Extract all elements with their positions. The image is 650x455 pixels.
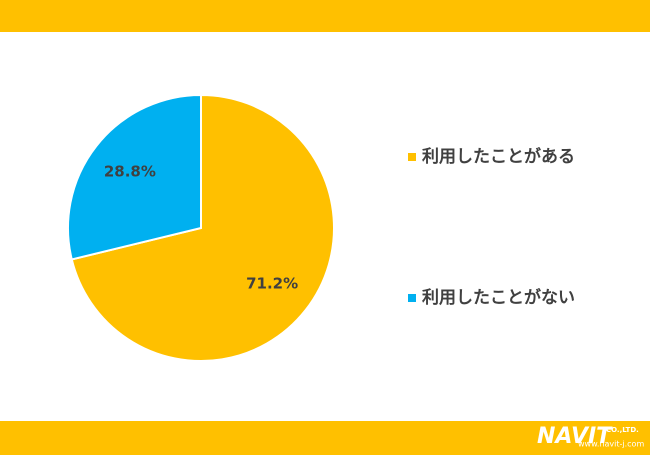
legend-marker (408, 294, 416, 302)
legend-label: 利用したことがない (422, 287, 575, 308)
url: www.navit-j.com (578, 440, 644, 449)
company: CO.,LTD. (606, 426, 639, 434)
data-label: 28.8% (104, 163, 156, 181)
pie-slice (70, 93, 335, 362)
pie-slice (67, 93, 202, 261)
data-label: 71.2% (246, 274, 298, 292)
legend-label: 利用したことがある (422, 146, 575, 167)
legend-marker (408, 153, 416, 161)
logo: NAVIT (537, 424, 613, 449)
top-band (0, 0, 650, 32)
bottom-band (0, 421, 650, 455)
